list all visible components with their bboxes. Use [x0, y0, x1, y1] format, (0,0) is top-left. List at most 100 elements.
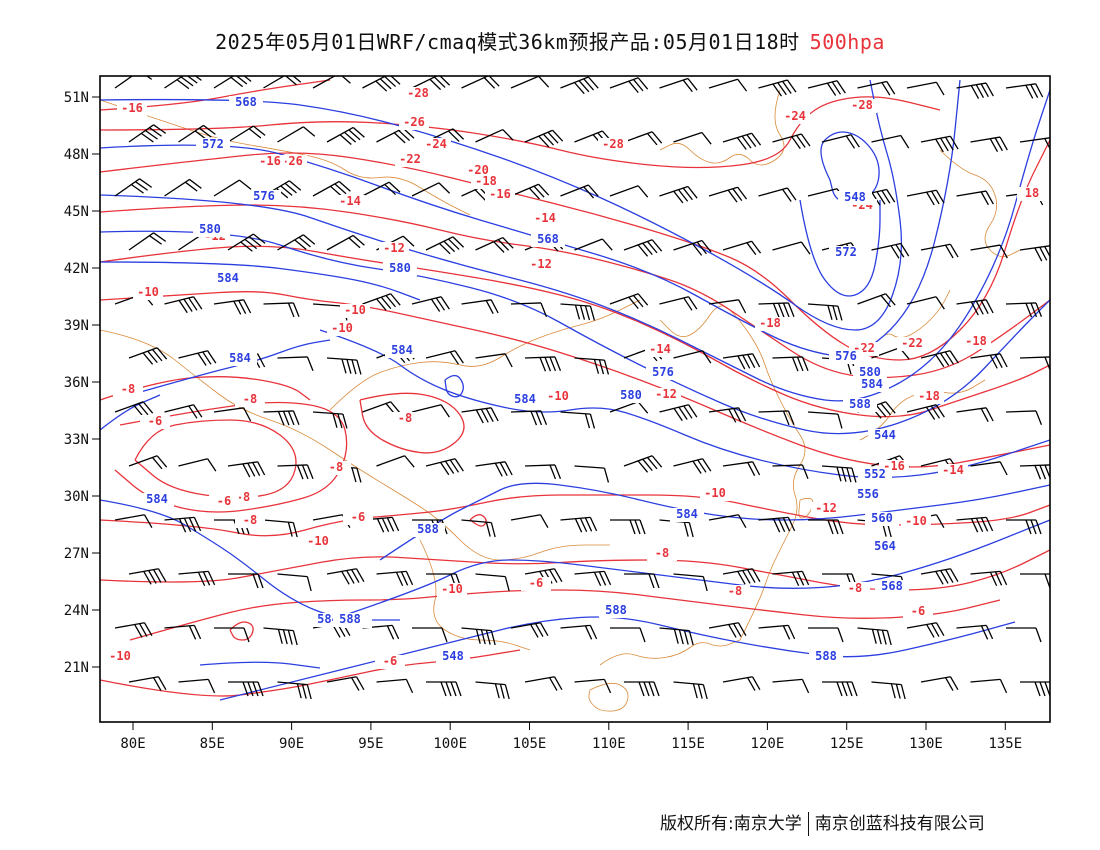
temperature-label: -26 [281, 154, 303, 168]
wind-barb [227, 461, 266, 478]
temperature-label: -24 [784, 109, 806, 123]
wind-barb [609, 293, 649, 310]
footer-divider [807, 812, 809, 836]
temperature-label: -10 [307, 534, 329, 548]
wind-barb [461, 299, 499, 314]
temperature-contour-line [229, 621, 254, 641]
label-backdrop [375, 655, 405, 669]
temperature-label: -10 [331, 321, 353, 335]
label-backdrop [379, 242, 409, 256]
wind-barb [906, 296, 945, 310]
wind-barb [227, 125, 266, 143]
wind-barb [362, 516, 400, 533]
height-label: 568 [881, 579, 903, 593]
temperature-label: -10 [547, 389, 569, 403]
temperature-label: -8 [121, 382, 135, 396]
coastline [659, 89, 785, 166]
wind-barb [214, 627, 250, 643]
label-backdrop [829, 246, 863, 260]
wind-barb [956, 624, 994, 640]
label-backdrop [395, 153, 425, 167]
wind-barb [1019, 137, 1050, 150]
wind-barb [164, 404, 203, 419]
wind-barb [610, 627, 646, 643]
wind-barb [708, 514, 747, 529]
label-backdrop [340, 304, 370, 318]
label-backdrop [840, 582, 870, 596]
temperature-label: -8 [329, 460, 343, 474]
label-backdrop [303, 535, 333, 549]
y-tick-label: 24N [64, 603, 89, 619]
wind-barb [510, 302, 548, 318]
wind-barb [609, 185, 649, 198]
height-label: 588 [417, 522, 439, 536]
label-backdrop [193, 223, 227, 237]
wind-barb [510, 514, 549, 529]
height-label: 588 [605, 603, 627, 617]
coastline [329, 299, 641, 411]
label-backdrop [858, 468, 892, 482]
temperature-label: -6 [529, 576, 543, 590]
height-contour-line [329, 519, 1050, 621]
height-label: 556 [857, 487, 879, 501]
wind-barb [574, 570, 612, 587]
label-backdrop [105, 650, 135, 664]
wind-barb [213, 299, 252, 315]
wind-barb [772, 356, 809, 372]
wind-barb [906, 404, 945, 420]
label-backdrop [809, 650, 843, 664]
label-backdrop [670, 508, 704, 522]
y-tick-label: 36N [64, 375, 89, 391]
wind-barb [475, 236, 514, 253]
wind-barb [808, 627, 844, 643]
wind-barb [524, 464, 562, 480]
label-backdrop [614, 389, 648, 403]
wind-barb [920, 350, 959, 368]
y-tick-label: 42N [64, 261, 89, 277]
temperature-label: -24 [425, 137, 447, 151]
y-tick-label: 21N [64, 660, 89, 676]
temperature-contour-line [100, 245, 1050, 418]
wind-barb [461, 627, 496, 646]
temperature-label: -26 [403, 115, 425, 129]
wind-barb [956, 407, 994, 422]
wind-barb [263, 519, 298, 538]
coastline [869, 289, 951, 351]
wind-barb [1006, 519, 1042, 535]
wind-barb [708, 186, 748, 203]
height-label: 584 [146, 492, 168, 506]
height-label: 576 [253, 189, 275, 203]
wind-barb [277, 234, 316, 251]
wind-barb [461, 407, 499, 424]
wind-barb [722, 353, 761, 370]
y-tick-label: 33N [64, 432, 89, 448]
label-backdrop [651, 388, 681, 402]
wind-barb [970, 678, 1008, 694]
temperature-label: -14 [339, 194, 361, 208]
wind-barb [708, 299, 747, 314]
wind-barb [772, 464, 809, 480]
map-title: 2025年05月01日WRF/cmaq模式36km预报产品:05月01日18时 5… [0, 26, 1100, 55]
temperature-label: -10 [137, 285, 159, 299]
y-tick-label: 51N [64, 90, 89, 106]
temperature-contour-line [129, 589, 1001, 641]
wind-barb [970, 570, 1008, 587]
wind-barb [906, 81, 945, 96]
temperature-label: -12 [655, 387, 677, 401]
label-backdrop [403, 87, 433, 101]
wind-barb [128, 568, 167, 585]
wind-barb [227, 233, 266, 252]
temperature-label: -8 [398, 411, 412, 425]
wind-barb [263, 302, 300, 318]
label-backdrop [526, 258, 556, 272]
wind-barb [920, 243, 959, 259]
wind-barb [857, 80, 896, 96]
wind-barb [164, 76, 202, 90]
wind-barb [524, 129, 564, 148]
wind-barb [461, 76, 500, 89]
wind-barb [164, 178, 202, 197]
wind-barb [610, 519, 646, 535]
wind-barb [376, 455, 415, 468]
temperature-label: -6 [217, 494, 231, 508]
y-tick-label: 45N [64, 204, 89, 220]
